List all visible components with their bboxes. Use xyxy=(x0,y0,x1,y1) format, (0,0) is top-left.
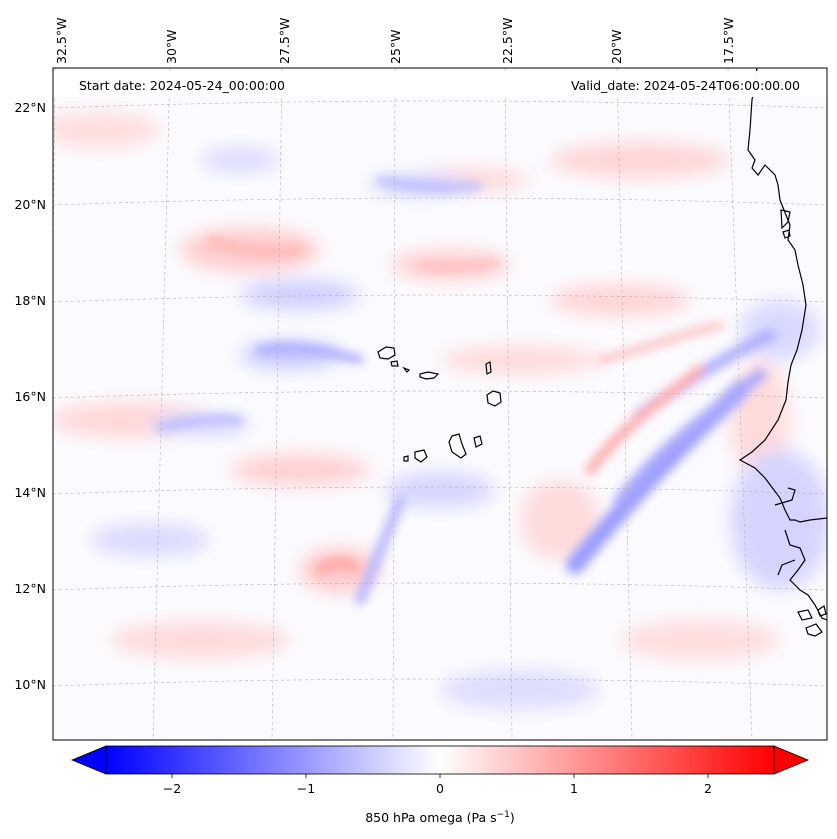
colorbar-label-suffix: ) xyxy=(510,810,515,825)
lon-label: 20°W xyxy=(609,29,624,64)
latitude-labels: 22°N 20°N 18°N 16°N 14°N 12°N 10°N xyxy=(14,100,46,692)
lon-label: 25°W xyxy=(388,29,403,64)
island-santiago xyxy=(448,433,467,459)
map-frame xyxy=(52,67,828,741)
colorbar-tick-label: −1 xyxy=(297,781,315,796)
island-fogo xyxy=(414,449,428,463)
coastlines xyxy=(738,68,827,637)
gridlines xyxy=(53,68,827,740)
parallel xyxy=(53,390,827,399)
colorbar-tick-label: 0 xyxy=(436,781,444,796)
colorbar-tick-label: −2 xyxy=(163,781,181,796)
colorbar-extend-max xyxy=(773,745,810,775)
map-panel: Start date: 2024-05-24_00:00:00 Valid_da… xyxy=(52,67,828,741)
africa-coastline xyxy=(797,609,813,621)
lon-label: 27.5°W xyxy=(277,18,292,64)
africa-coastline xyxy=(774,487,796,506)
island-santa-luzia xyxy=(402,366,411,373)
meridian xyxy=(152,68,171,740)
lat-label: 16°N xyxy=(14,389,46,404)
africa-coastline xyxy=(805,623,823,637)
parallel xyxy=(53,294,827,303)
parallel xyxy=(53,582,827,591)
africa-coastline xyxy=(738,68,827,523)
island-sao-nicolau xyxy=(419,371,440,380)
island-sal xyxy=(485,361,492,375)
colorbar-label-sup: −1 xyxy=(497,810,510,820)
longitude-labels: 32.5°W 30°W 27.5°W 25°W 22.5°W 20°W 17.5… xyxy=(54,18,736,64)
parallel xyxy=(53,486,827,495)
lat-label: 10°N xyxy=(14,677,46,692)
lon-label: 32.5°W xyxy=(54,18,69,64)
island-sao-vicente xyxy=(390,360,399,367)
meridian xyxy=(616,68,633,740)
header-strip xyxy=(53,71,827,97)
island-santo-antao xyxy=(377,346,396,360)
lat-label: 20°N xyxy=(14,197,46,212)
valid-date-label: Valid_date: 2024-05-24T06:00:00.00 xyxy=(571,78,800,93)
africa-coastline xyxy=(782,229,791,239)
meridian xyxy=(727,68,753,740)
colorbar-label: 850 hPa omega (Pa s−1) xyxy=(365,810,515,825)
meridian xyxy=(504,68,513,740)
island-brava xyxy=(403,455,409,462)
start-date-label: Start date: 2024-05-24_00:00:00 xyxy=(79,78,285,93)
island-maio xyxy=(473,435,483,448)
parallel xyxy=(53,197,827,206)
colorbar-tick-label: 1 xyxy=(570,781,578,796)
africa-coastline xyxy=(817,605,827,617)
colorbar-label-prefix: 850 hPa omega (Pa s xyxy=(365,810,496,825)
island-boa-vista xyxy=(486,390,502,407)
lat-label: 18°N xyxy=(14,293,46,308)
lon-label: 22.5°W xyxy=(500,18,515,64)
meridian xyxy=(271,68,283,740)
africa-coastline xyxy=(777,559,796,576)
lat-label: 12°N xyxy=(14,581,46,596)
cape-verde-islands xyxy=(377,346,502,463)
parallel xyxy=(53,100,827,109)
lon-label: 30°W xyxy=(164,29,179,64)
lat-label: 14°N xyxy=(14,485,46,500)
lon-label: 17.5°W xyxy=(721,18,736,64)
lat-label: 22°N xyxy=(14,100,46,115)
colorbar: −2 −1 0 1 2 850 hPa omega (Pa s−1) xyxy=(70,745,810,825)
colorbar-extend-min xyxy=(70,745,107,775)
africa-coastline xyxy=(784,529,827,621)
meridian xyxy=(392,68,396,740)
colorbar-tick-label: 2 xyxy=(704,781,712,796)
africa-coastline xyxy=(780,209,791,230)
parallel xyxy=(53,678,827,687)
colorbar-body xyxy=(105,745,775,775)
